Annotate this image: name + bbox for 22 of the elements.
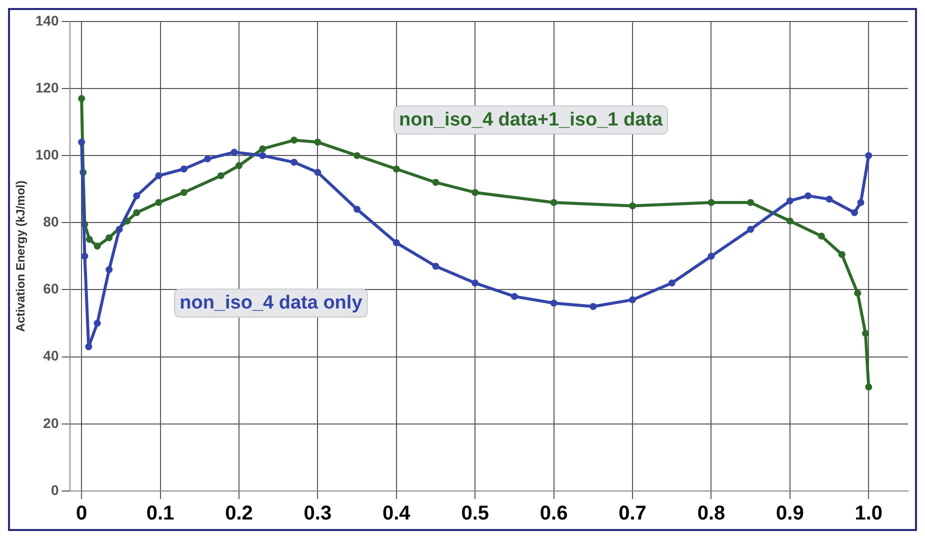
y-tick-label: 40 [43, 348, 59, 364]
series-label: non_iso_4 data+1_iso_1 data [399, 109, 663, 130]
y-tick-label: 20 [43, 414, 59, 431]
y-tick-label: 120 [35, 79, 59, 96]
x-tick-label: 0.9 [776, 502, 804, 525]
text: non_iso_4 data only [180, 292, 363, 314]
x-tick-label: 0.3 [304, 502, 332, 525]
x-tick-label: 0.8 [697, 502, 726, 525]
y-tick-label: 100 [35, 146, 59, 162]
x-tick-label: 0.5 [461, 502, 490, 525]
y-tick-label: 140 [35, 12, 59, 28]
y-tick-label: 0 [50, 482, 59, 498]
x-tick-label: 0.6 [540, 502, 568, 525]
x-tick-label: 0.2 [225, 502, 253, 525]
x-tick-label: 1.0 [854, 502, 883, 525]
y-axis-title: Activation Energy (kJ/mol) [14, 180, 28, 332]
x-tick-label: 0.4 [382, 502, 412, 525]
x-tick-label: 0.1 [146, 502, 174, 525]
y-tick-label: 80 [43, 214, 59, 230]
x-tick-label: 0.7 [618, 502, 646, 525]
x-tick-label: 0 [76, 502, 88, 525]
y-tick-label: 60 [43, 280, 59, 297]
